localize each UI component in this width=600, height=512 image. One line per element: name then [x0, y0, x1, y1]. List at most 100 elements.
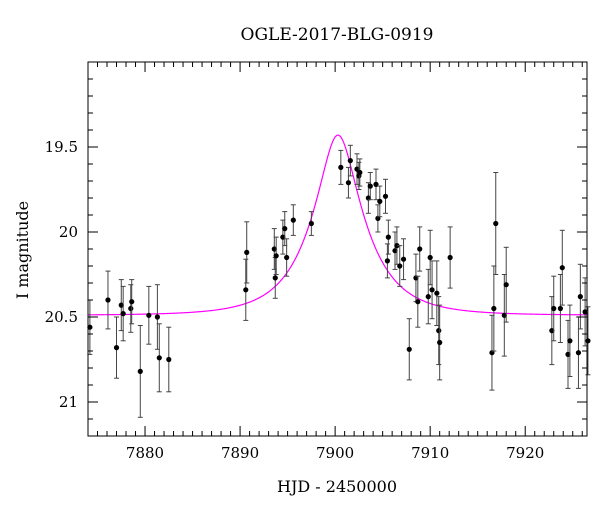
data-point: [565, 351, 571, 357]
data-point-group: [128, 284, 134, 333]
y-axis-label: I magnitude: [13, 201, 32, 299]
data-point-group: [357, 158, 363, 187]
x-tick-label: 7890: [221, 444, 259, 462]
data-point-group: [577, 263, 583, 330]
data-point-group: [338, 149, 344, 185]
data-point: [282, 226, 288, 232]
data-point-group: [493, 172, 499, 275]
data-point-group: [129, 279, 135, 325]
data-point: [271, 246, 277, 252]
data-point-group: [415, 275, 421, 328]
data-point-group: [382, 178, 389, 214]
data-point: [166, 356, 172, 363]
x-tick-label: 7920: [506, 444, 544, 462]
data-point: [585, 338, 591, 344]
data-point: [129, 299, 135, 305]
data-point: [272, 275, 278, 281]
data-point: [113, 345, 120, 351]
data-point-group: [243, 258, 249, 321]
data-point: [154, 314, 160, 320]
data-point: [491, 305, 497, 312]
data-point-group: [146, 285, 152, 345]
chart-title: OGLE-2017-BLG-0919: [241, 25, 434, 45]
data-point: [156, 355, 162, 361]
data-point: [137, 368, 143, 374]
data-point: [243, 287, 249, 293]
data-point: [493, 220, 499, 227]
y-tick-label: 20.5: [45, 308, 78, 326]
data-point-group: [120, 285, 126, 342]
data-point: [347, 158, 353, 164]
data-point: [382, 193, 389, 199]
data-point: [415, 299, 421, 305]
data-point-group: [406, 318, 412, 381]
data-point-group: [166, 326, 172, 393]
data-point: [338, 164, 344, 170]
data-point-group: [290, 204, 296, 236]
data-point: [373, 181, 379, 187]
data-point-group: [397, 245, 403, 287]
data-point-group: [308, 211, 314, 236]
data-point: [549, 328, 555, 334]
data-point: [577, 294, 583, 300]
data-point: [345, 180, 352, 186]
data-point: [567, 338, 573, 344]
data-point: [385, 234, 391, 240]
data-point: [354, 166, 360, 172]
data-point: [394, 243, 400, 249]
data-point-group: [551, 275, 557, 342]
data-point: [128, 305, 134, 312]
data-point-group: [427, 229, 433, 286]
data-point-group: [384, 243, 390, 279]
data-point: [384, 258, 390, 264]
data-point-group: [417, 226, 423, 272]
data-point: [575, 350, 582, 356]
data-point: [501, 312, 507, 318]
data-point: [582, 309, 588, 315]
data-point: [280, 234, 286, 240]
plot-frame: [87, 61, 588, 437]
data-point-group: [400, 238, 407, 281]
data-point: [397, 263, 403, 269]
data-point-group: [434, 260, 440, 326]
data-point-group: [280, 219, 286, 255]
data-point-group: [105, 270, 111, 330]
data-point-group: [244, 221, 250, 284]
data-point: [427, 254, 433, 261]
data-point: [146, 312, 152, 318]
data-point: [118, 302, 124, 308]
data-points-layer: [87, 144, 591, 418]
data-point: [429, 287, 435, 293]
data-point: [425, 294, 431, 300]
data-point: [367, 183, 373, 189]
data-point: [120, 311, 126, 317]
data-point-group: [429, 260, 435, 320]
data-point-group: [385, 219, 391, 255]
data-point-group: [273, 236, 279, 275]
data-point-group: [559, 229, 565, 306]
x-axis-label: HJD - 2450000: [277, 477, 397, 496]
data-point: [559, 265, 565, 271]
data-point: [284, 254, 290, 261]
data-point: [105, 297, 111, 303]
data-point-group: [137, 325, 143, 418]
y-tick-label: 20: [59, 223, 78, 241]
data-point: [434, 290, 440, 296]
data-point-group: [272, 257, 278, 299]
data-point: [551, 305, 557, 312]
y-tick-label: 19.5: [45, 138, 78, 156]
data-point: [447, 254, 453, 261]
data-point-group: [447, 226, 453, 289]
data-point: [290, 217, 296, 223]
data-point: [557, 305, 563, 312]
data-point: [357, 169, 363, 176]
x-tick-label: 7910: [411, 444, 449, 462]
data-point: [417, 246, 423, 252]
data-point: [308, 220, 314, 227]
x-tick-label: 7880: [126, 444, 164, 462]
model-curve-layer: [87, 134, 587, 316]
data-point-group: [373, 168, 379, 201]
data-point-group: [425, 268, 431, 325]
data-point: [400, 256, 407, 262]
